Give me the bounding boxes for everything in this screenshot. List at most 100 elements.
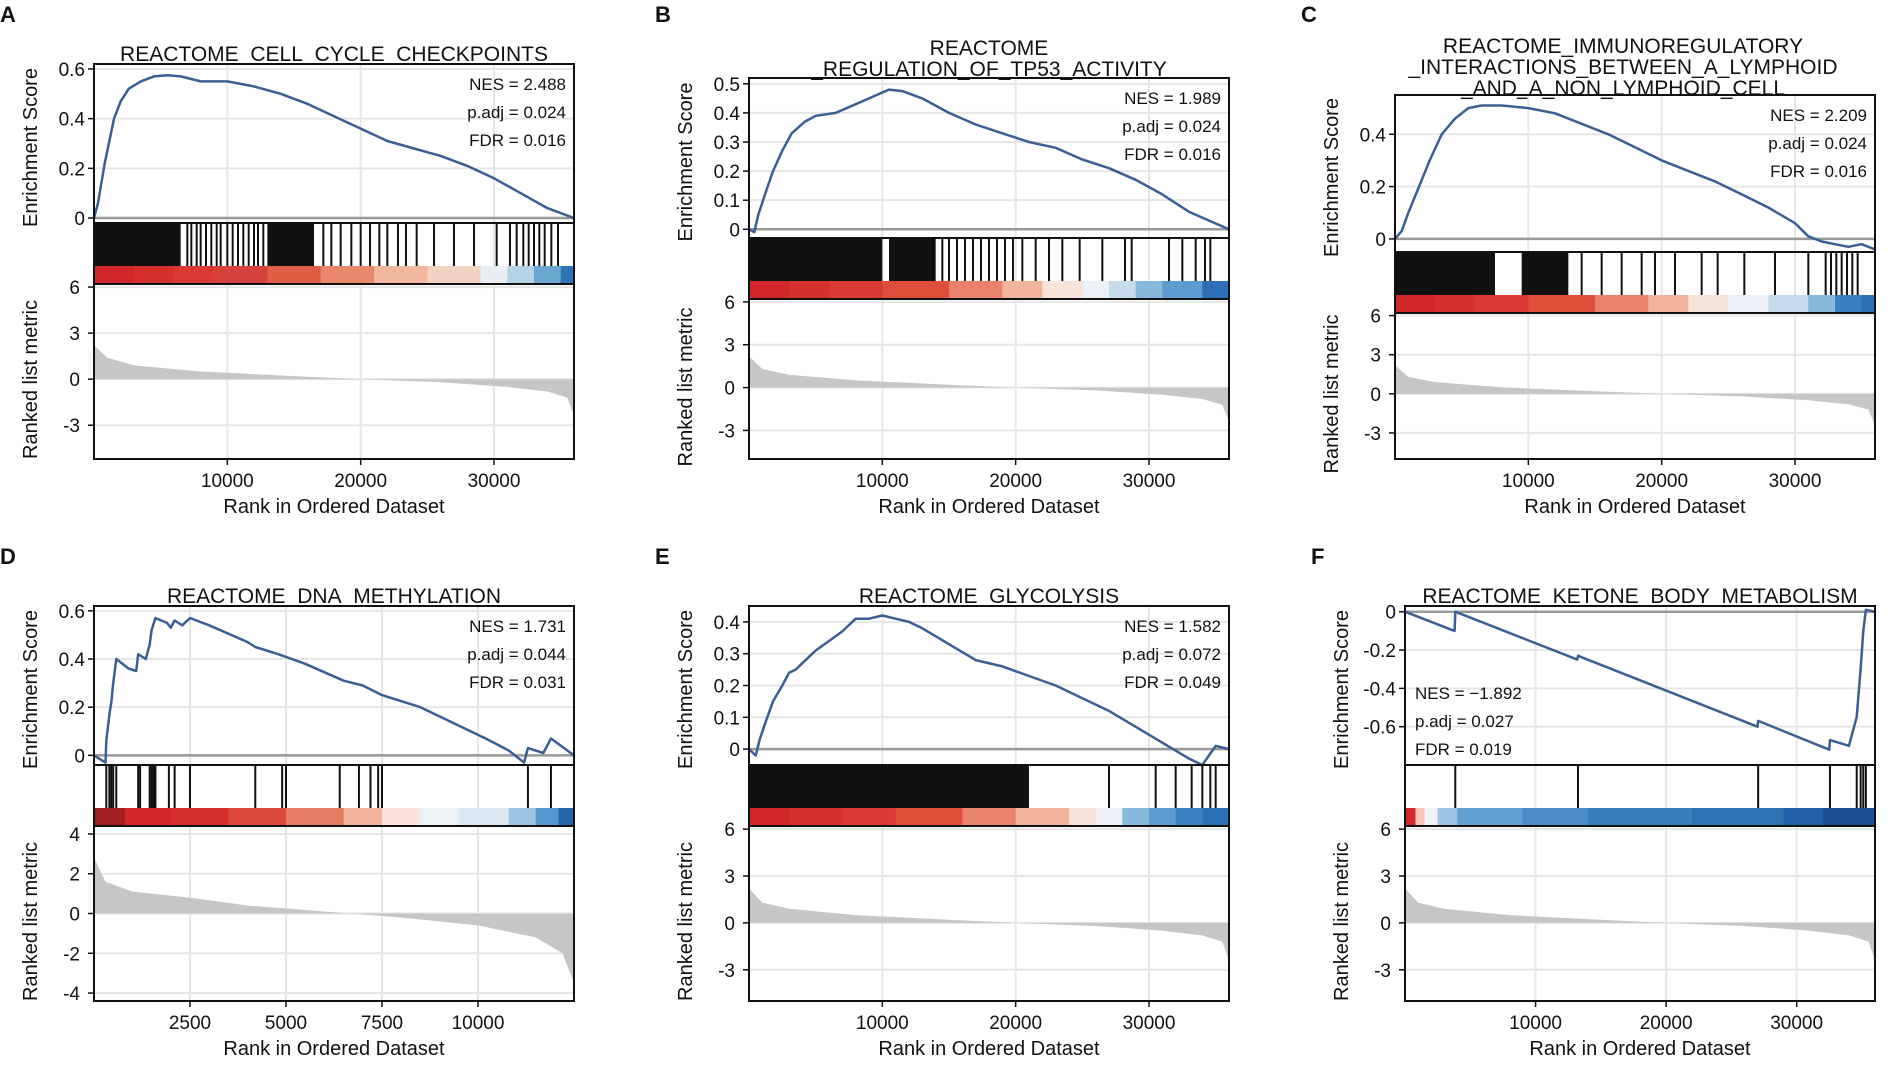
rank-ytick-label: 3: [69, 324, 80, 345]
rank-ytick-label: 6: [69, 278, 80, 299]
es-ytick-label: 0.2: [59, 159, 85, 180]
stat-label: NES = 1.731: [469, 617, 566, 636]
x-tick-label: 20000: [989, 1013, 1042, 1034]
color-bin: [1424, 808, 1439, 826]
color-bin: [134, 266, 175, 284]
color-bin: [1783, 808, 1824, 826]
stat-label: p.adj = 0.027: [1415, 712, 1514, 731]
es-ylabel: Enrichment Score: [675, 610, 697, 769]
color-bin: [1435, 295, 1476, 313]
rank-metric-area: [1405, 888, 1875, 961]
rank-frame: [1404, 825, 1876, 1002]
panel-title: REACTOME_DNA_METHYLATION: [167, 585, 501, 608]
stat-label: p.adj = 0.024: [467, 103, 566, 122]
color-bin: [1162, 281, 1203, 299]
rank-frame: [748, 298, 1230, 460]
es-ylabel: Enrichment Score: [675, 83, 697, 242]
stat-label: FDR = 0.016: [1124, 145, 1221, 164]
color-bin: [1648, 295, 1689, 313]
x-tick-label: 10000: [856, 471, 909, 492]
color-bin: [343, 808, 383, 826]
color-bin: [829, 281, 883, 299]
rank-grid: [1405, 828, 1875, 971]
stat-label: FDR = 0.019: [1415, 740, 1512, 759]
color-bin: [1135, 281, 1163, 299]
color-bin: [1002, 281, 1043, 299]
panel-title: REACTOME: [930, 37, 1049, 60]
rank-ylabel: Ranked list metric: [675, 842, 697, 1001]
es-ylabel: Enrichment Score: [1331, 610, 1353, 769]
panel-d: D REACTOME_DNA_METHYLATION 0 0.2 0.4 0.6 Enric…: [0, 544, 575, 1060]
panel-e: E REACTOME_GLYCOLYSIS 0 0.1 0.2 0.3 0.4 Enrichm…: [655, 544, 1230, 1060]
x-tick-label: 5000: [265, 1013, 307, 1034]
x-tick-label: 10000: [1509, 1013, 1562, 1034]
rank-metric-area: [94, 857, 574, 984]
es-grid: [94, 606, 574, 1001]
stat-label: p.adj = 0.044: [467, 645, 566, 664]
color-bin: [1822, 808, 1876, 826]
color-bin: [228, 808, 287, 826]
rank-metric-area: [749, 356, 1229, 422]
hit-strip: [1395, 252, 1859, 295]
es-ytick-label: 0.2: [714, 677, 740, 698]
color-bin: [1457, 808, 1523, 826]
color-bin: [1042, 281, 1083, 299]
panel-title: _INTERACTIONS_BETWEEN_A_LYMPHOID: [1407, 56, 1837, 79]
x-tick-label: 10000: [201, 471, 254, 492]
panel-c: C REACTOME_IMMUNOREGULATORY_INTERACTIONS_…: [1301, 2, 1876, 518]
rank-grid: [1395, 314, 1875, 434]
color-bin: [507, 266, 535, 284]
rank-ytick-label: 6: [724, 820, 735, 841]
stat-label: NES = 1.989: [1124, 89, 1221, 108]
rank-metric-area: [94, 345, 574, 416]
color-bin: [1808, 295, 1836, 313]
es-ytick-label: 0.3: [714, 133, 740, 154]
x-tick-label: 10000: [856, 1013, 909, 1034]
rank-ytick-label: 0: [69, 905, 80, 926]
color-bin: [286, 808, 345, 826]
color-bin: [534, 266, 562, 284]
color-bin: [560, 266, 575, 284]
color-bin: [1587, 808, 1693, 826]
es-ytick-label: 0: [74, 209, 85, 230]
es-ytick-label: 0.6: [59, 602, 85, 623]
rank-ytick-label: 3: [1370, 346, 1381, 367]
rank-grid: [749, 300, 1229, 432]
color-bin: [1437, 808, 1458, 826]
x-tick-label: 10000: [452, 1013, 505, 1034]
color-bin: [1528, 295, 1596, 313]
hit-strip: [749, 765, 1217, 808]
color-bin: [1768, 295, 1809, 313]
color-bin: [962, 808, 1017, 826]
hit-block: [749, 765, 1029, 808]
rank-ytick-label: 6: [1370, 307, 1381, 328]
panel-letter: F: [1311, 544, 1324, 569]
color-bin: [1692, 808, 1785, 826]
rank-ylabel: Ranked list metric: [675, 308, 697, 467]
rank-frame: [748, 825, 1230, 1002]
panel-letter: B: [655, 2, 671, 27]
es-ytick-label: 0.1: [714, 191, 740, 212]
stat-label: p.adj = 0.024: [1768, 134, 1867, 153]
es-ytick-label: 0: [729, 740, 740, 761]
rank-ytick-label: 6: [724, 293, 735, 314]
stat-label: NES = 2.488: [469, 75, 566, 94]
color-bin: [1149, 808, 1177, 826]
x-tick-label: 20000: [1640, 1013, 1693, 1034]
es-ytick-label: 0.2: [714, 162, 740, 183]
color-bin: [749, 281, 790, 299]
stat-label: p.adj = 0.024: [1122, 117, 1221, 136]
rank-ytick-label: 0: [724, 379, 735, 400]
es-curve: [748, 88, 1230, 234]
stat-label: FDR = 0.049: [1124, 673, 1221, 692]
color-bin: [1835, 295, 1863, 313]
x-axis-label: Rank in Ordered Dataset: [878, 1038, 1100, 1060]
rank-ytick-label: -3: [1364, 424, 1381, 445]
rank-ylabel: Ranked list metric: [20, 300, 42, 459]
rank-ytick-label: 4: [69, 825, 80, 846]
rank-frame: [93, 283, 575, 460]
color-bin: [94, 266, 135, 284]
es-curve: [748, 614, 1230, 767]
rank-grid: [94, 286, 574, 427]
